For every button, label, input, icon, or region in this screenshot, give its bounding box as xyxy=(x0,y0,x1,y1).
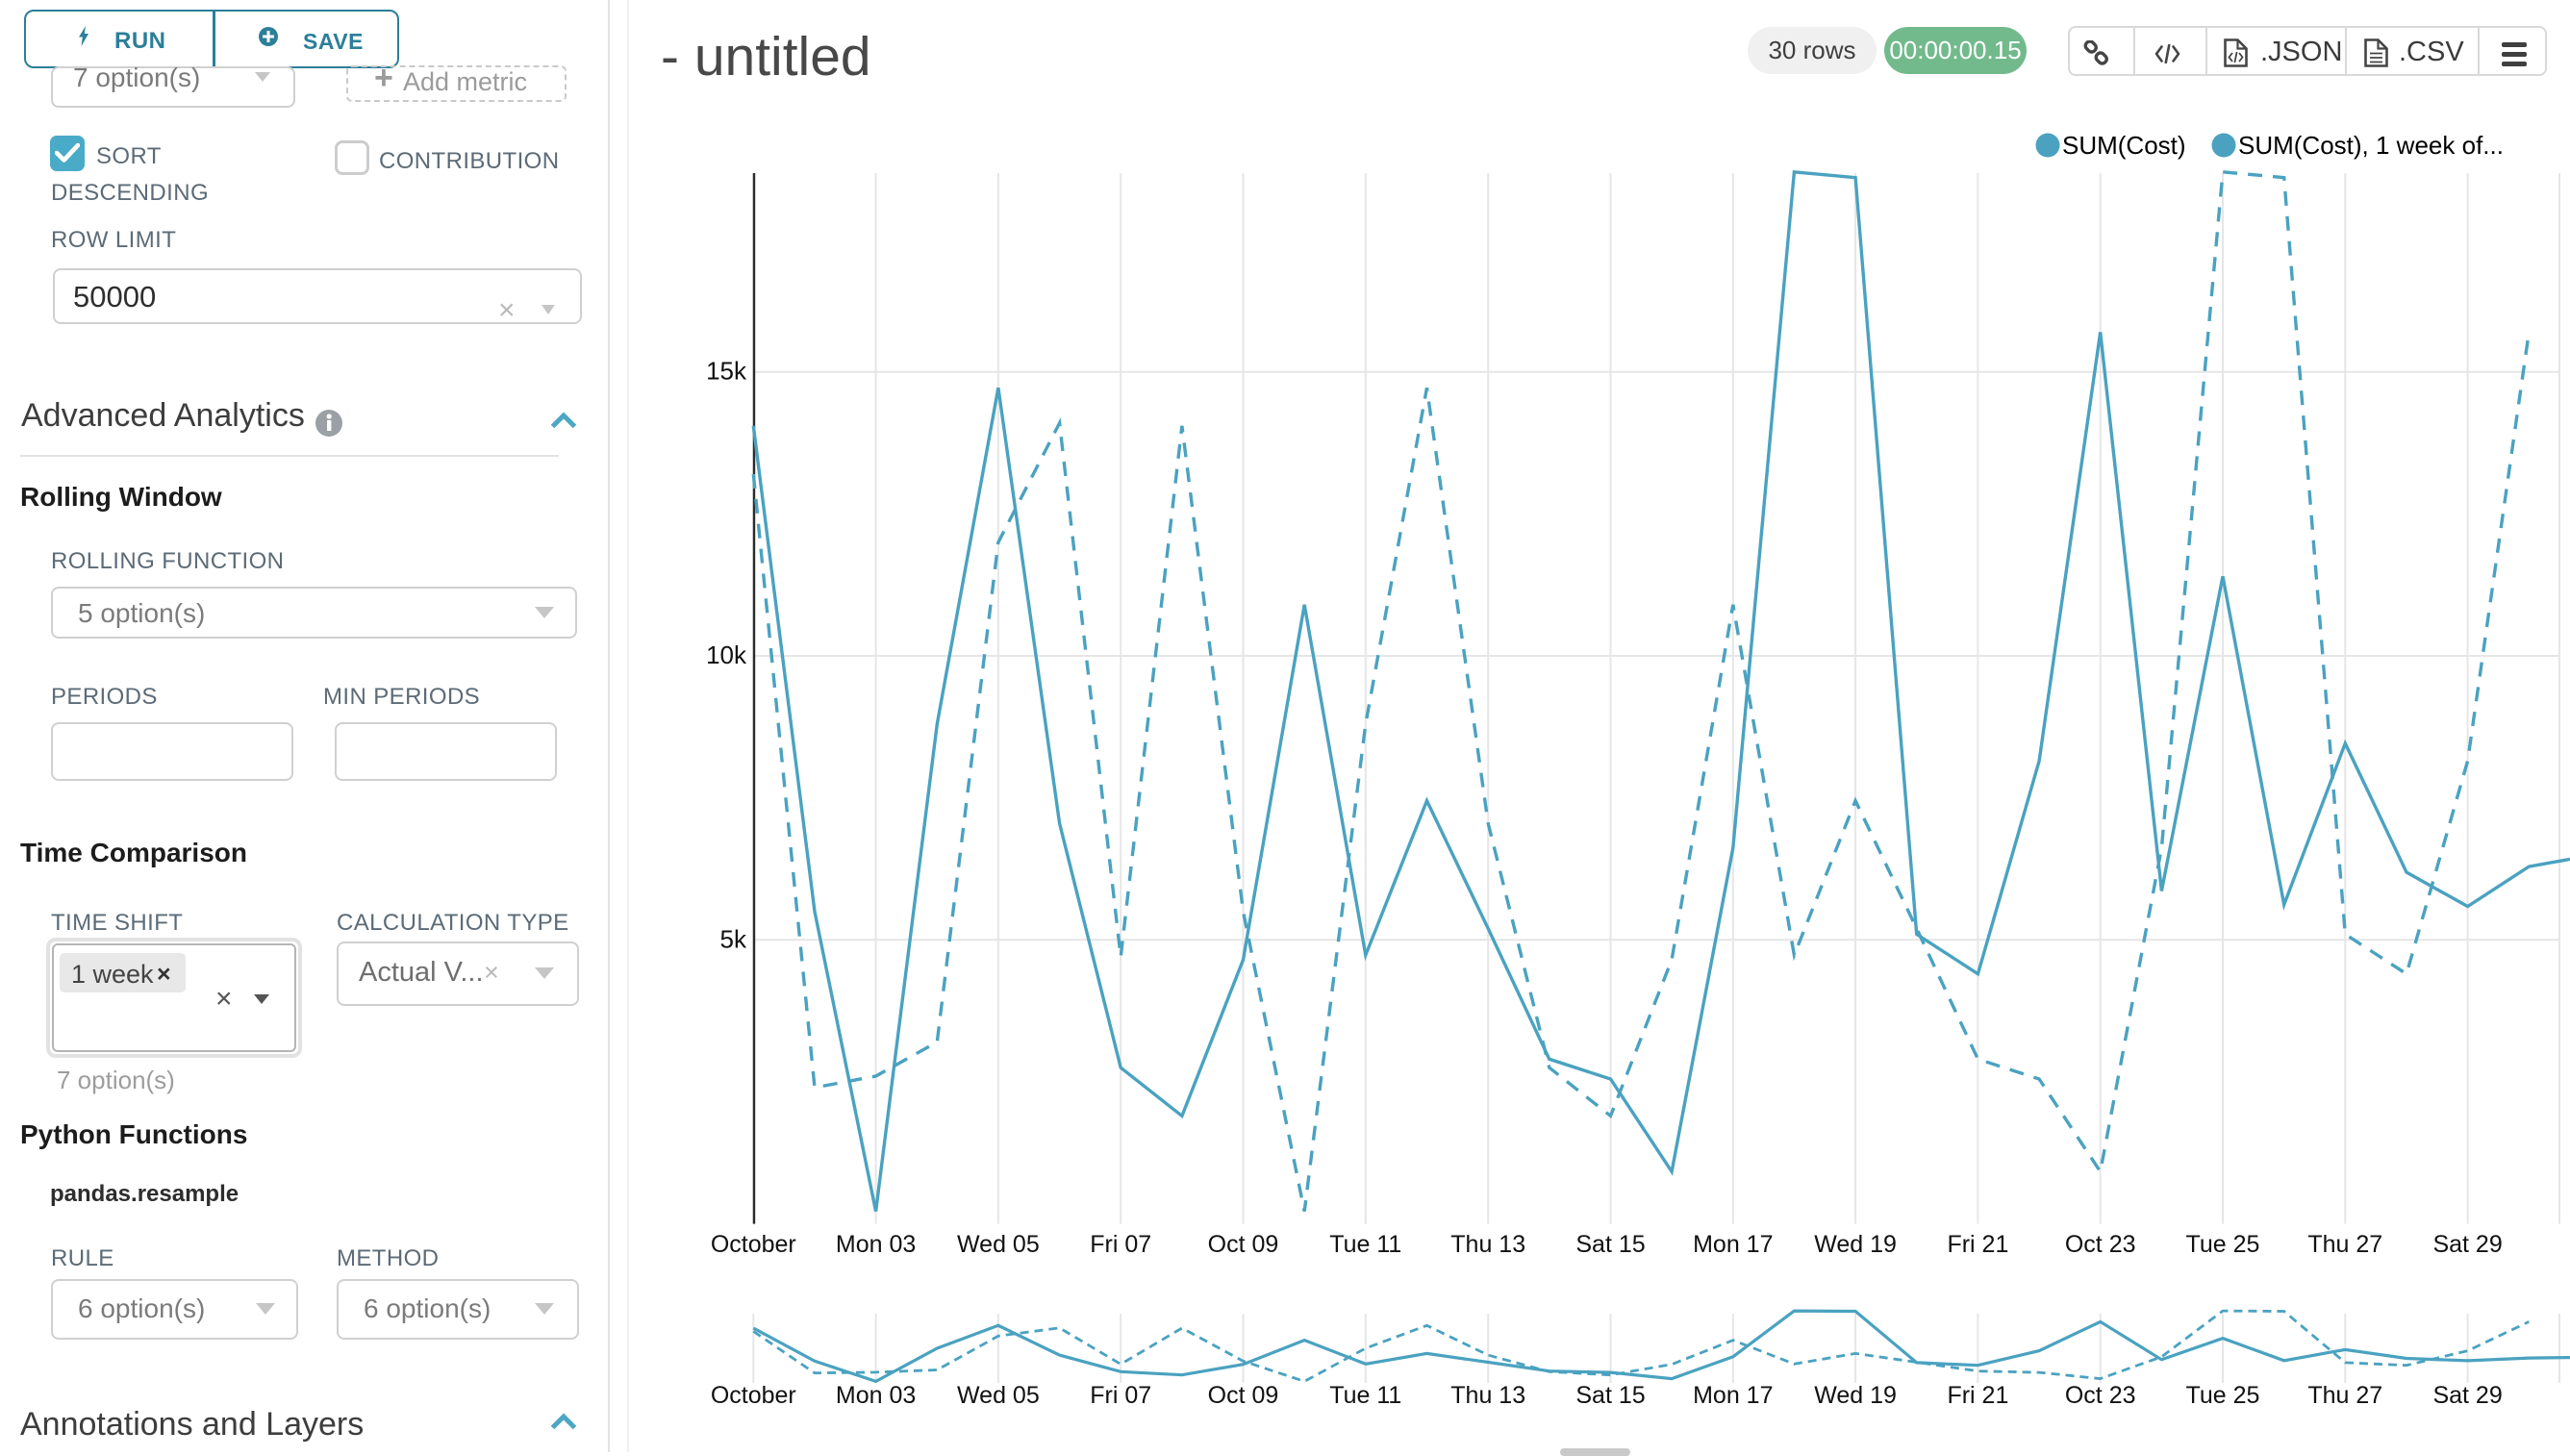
svg-text:Mon 17: Mon 17 xyxy=(1693,1382,1773,1409)
svg-text:Tue 11: Tue 11 xyxy=(1329,1382,1401,1409)
svg-text:Thu 27: Thu 27 xyxy=(2307,1382,2382,1409)
svg-text:Tue 25: Tue 25 xyxy=(2186,1382,2260,1409)
svg-text:Sat 15: Sat 15 xyxy=(1575,1231,1645,1258)
svg-text:Fri 07: Fri 07 xyxy=(1090,1231,1151,1258)
svg-text:Tue 25: Tue 25 xyxy=(2186,1231,2260,1258)
svg-text:Fri 21: Fri 21 xyxy=(1947,1382,2008,1409)
svg-text:Wed 05: Wed 05 xyxy=(957,1382,1040,1409)
svg-text:Thu 13: Thu 13 xyxy=(1450,1231,1525,1258)
svg-text:Oct 23: Oct 23 xyxy=(2065,1382,2136,1409)
svg-text:Fri 21: Fri 21 xyxy=(1947,1231,2008,1258)
svg-text:Mon 03: Mon 03 xyxy=(836,1231,916,1258)
svg-text:Sat 15: Sat 15 xyxy=(1575,1382,1645,1409)
svg-text:October: October xyxy=(711,1231,796,1258)
svg-text:Sat 29: Sat 29 xyxy=(2432,1231,2502,1258)
svg-text:Thu 27: Thu 27 xyxy=(2307,1231,2382,1258)
svg-text:Oct 09: Oct 09 xyxy=(1208,1231,1279,1258)
svg-text:Oct 09: Oct 09 xyxy=(1208,1382,1279,1409)
svg-text:Wed 19: Wed 19 xyxy=(1814,1231,1897,1258)
svg-text:5k: 5k xyxy=(720,924,747,953)
svg-text:Oct 23: Oct 23 xyxy=(2065,1231,2136,1258)
svg-text:Wed 19: Wed 19 xyxy=(1814,1382,1897,1409)
svg-text:Fri 07: Fri 07 xyxy=(1090,1382,1151,1409)
svg-text:Thu 13: Thu 13 xyxy=(1450,1382,1525,1409)
svg-text:SUM(Cost): SUM(Cost) xyxy=(2062,131,2186,160)
svg-text:Mon 17: Mon 17 xyxy=(1693,1231,1773,1258)
svg-text:October: October xyxy=(711,1382,796,1409)
svg-text:Wed 05: Wed 05 xyxy=(957,1231,1040,1258)
svg-text:SUM(Cost), 1 week of...: SUM(Cost), 1 week of... xyxy=(2238,131,2504,160)
svg-text:Sat 29: Sat 29 xyxy=(2432,1382,2502,1409)
svg-text:Mon 03: Mon 03 xyxy=(836,1382,916,1409)
svg-text:15k: 15k xyxy=(706,357,747,386)
svg-text:10k: 10k xyxy=(706,640,747,669)
svg-text:Tue 11: Tue 11 xyxy=(1329,1231,1401,1258)
